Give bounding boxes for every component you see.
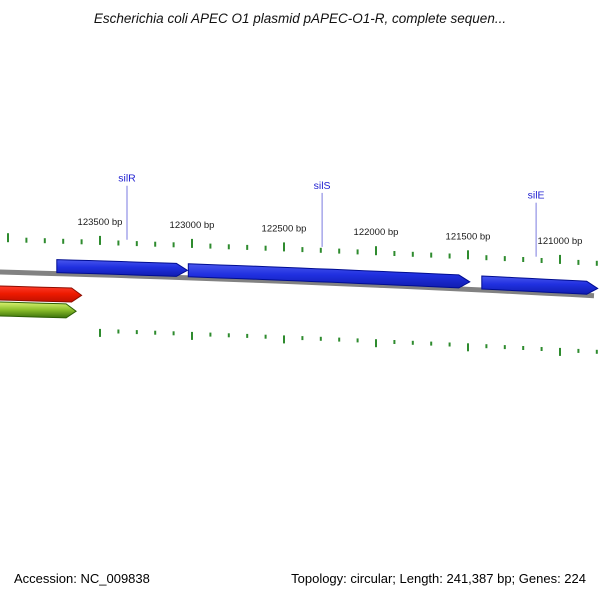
gene-label-silE[interactable]: silE — [528, 190, 545, 202]
ruler-label: 121500 bp — [446, 231, 491, 242]
gene-arrow-green[interactable] — [0, 301, 77, 319]
ruler-label: 123000 bp — [170, 220, 215, 231]
gene-arrow-blue-3[interactable] — [481, 275, 599, 295]
ruler-ticks-outer — [7, 233, 598, 266]
ruler-label: 122000 bp — [354, 227, 399, 238]
accession-text: Accession: NC_009838 — [14, 571, 150, 586]
ruler-label: 121000 bp — [538, 236, 583, 247]
gene-arrow-blue-1[interactable] — [56, 259, 189, 277]
plasmid-backbone — [0, 269, 595, 299]
sequence-title: Escherichia coli APEC O1 plasmid pAPEC-O… — [93, 11, 507, 26]
ruler-label: 123500 bp — [78, 217, 123, 228]
gene-arrow-blue-2[interactable] — [187, 263, 471, 289]
ruler-label: 122500 bp — [262, 223, 307, 234]
topology-summary-text: Topology: circular; Length: 241,387 bp; … — [291, 571, 586, 586]
ruler-ticks-inner — [99, 328, 598, 356]
gene-label-silS[interactable]: silS — [314, 180, 331, 192]
gene-label-silR[interactable]: silR — [118, 173, 136, 185]
status-bar: Accession: NC_009838 Topology: circular;… — [0, 571, 600, 586]
gene-arrow-red[interactable] — [0, 285, 83, 303]
